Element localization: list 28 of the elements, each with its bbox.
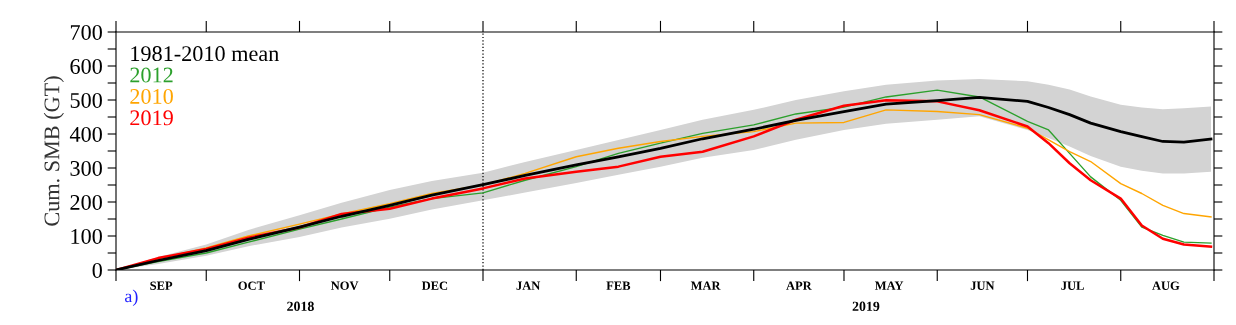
legend-label: 1981-2010 mean bbox=[131, 46, 279, 62]
x-tick-label: DEC bbox=[421, 281, 448, 290]
text: 2019 bbox=[852, 301, 880, 311]
text: 2010 bbox=[130, 88, 173, 104]
y-tick-label: 100 bbox=[71, 228, 102, 244]
y-tick-label: 300 bbox=[70, 160, 102, 176]
y-tick-label: 400 bbox=[69, 126, 102, 142]
x-tick-label: AUG bbox=[1152, 281, 1180, 290]
y-tick-label: 600 bbox=[70, 58, 102, 74]
x-tick-label: FEB bbox=[606, 281, 631, 290]
y-tick-label: 700 bbox=[70, 24, 102, 40]
text: a) bbox=[124, 289, 138, 306]
y-axis-title: Cum. SMB (GT) bbox=[43, 76, 64, 226]
y-tick-label: 200 bbox=[70, 194, 102, 210]
text: 2018 bbox=[287, 301, 314, 311]
x-tick-label: JUN bbox=[970, 281, 995, 290]
x-tick-label: OCT bbox=[238, 281, 265, 290]
x-tick-label: NOV bbox=[330, 281, 359, 290]
x-tick-label: MAY bbox=[874, 281, 904, 290]
x-tick-label: MAR bbox=[690, 281, 721, 290]
x-tick-label: JAN bbox=[516, 281, 541, 290]
y-tick-label: 500 bbox=[70, 92, 102, 108]
x-tick-label: JUL bbox=[1061, 281, 1084, 290]
x-tick-label: SEP bbox=[150, 281, 173, 290]
text: 2019 bbox=[130, 110, 173, 126]
y-tick-label: 0 bbox=[92, 262, 102, 278]
x-tick-label: APR bbox=[786, 281, 812, 290]
text: 2012 bbox=[130, 67, 173, 83]
